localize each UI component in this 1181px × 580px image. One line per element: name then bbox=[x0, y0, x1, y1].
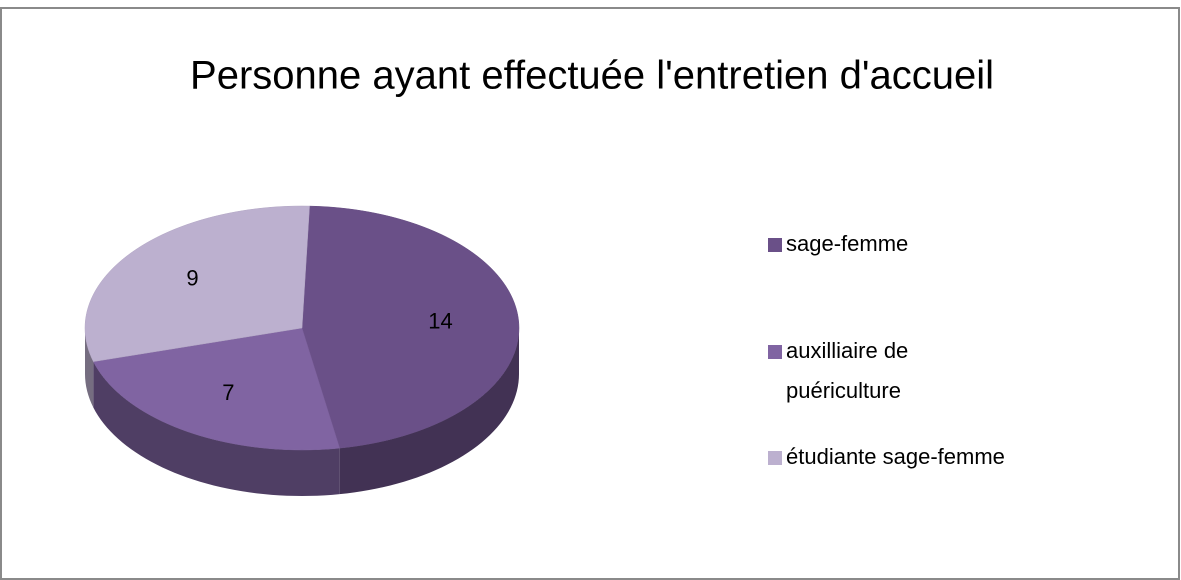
legend-label: sage-femme bbox=[786, 231, 908, 256]
pie-slice bbox=[301, 205, 520, 449]
legend-swatch bbox=[768, 238, 782, 252]
data-label: 7 bbox=[222, 380, 234, 405]
pie-slice bbox=[84, 205, 310, 362]
pie-slice bbox=[93, 327, 341, 451]
chart-title: Personne ayant effectuée l'entretien d'a… bbox=[190, 54, 994, 98]
pie-side bbox=[93, 361, 340, 496]
data-label: 9 bbox=[186, 266, 198, 291]
legend-label: auxilliaire de puériculture bbox=[786, 338, 914, 403]
legend-swatch bbox=[768, 451, 782, 465]
data-label: 14 bbox=[428, 308, 452, 333]
legend-label: étudiante sage-femme bbox=[786, 444, 1005, 469]
pie-side bbox=[85, 328, 94, 408]
legend-swatch bbox=[768, 345, 782, 359]
pie-side bbox=[339, 328, 519, 495]
